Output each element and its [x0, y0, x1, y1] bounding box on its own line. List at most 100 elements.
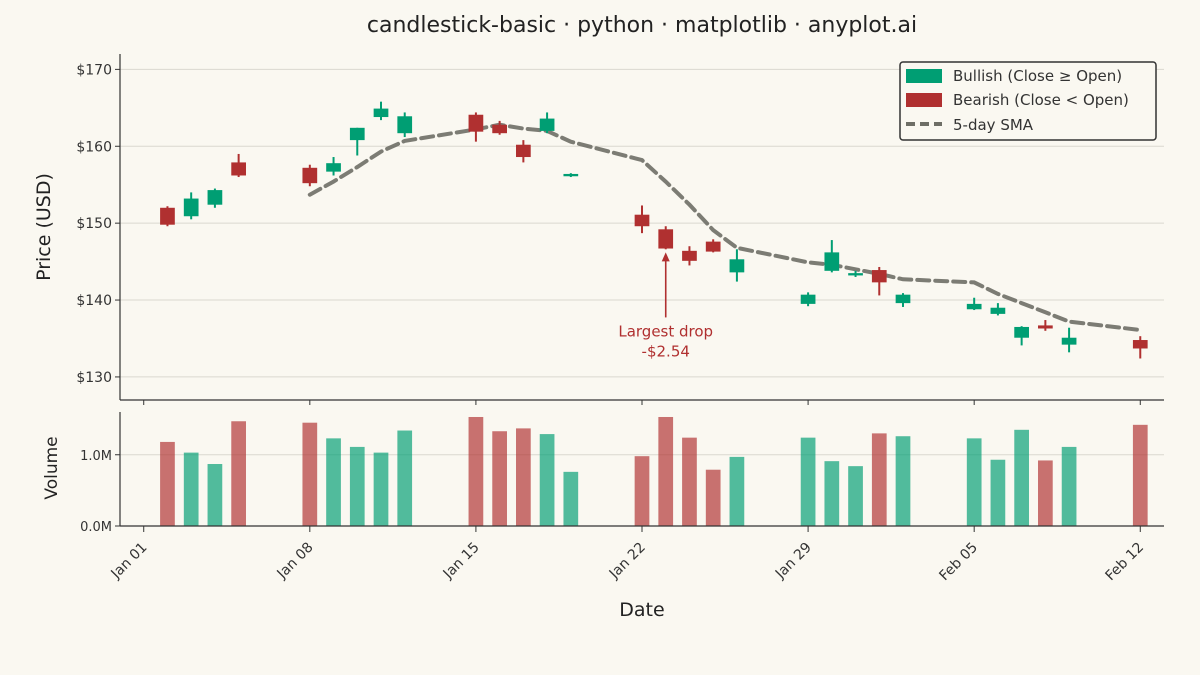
candle-bullish: [1014, 326, 1029, 346]
x-tick-label: Jan 15: [440, 540, 483, 583]
volume-panel: 0.0M 1.0M Volume: [42, 412, 1164, 535]
candle-body: [326, 163, 341, 172]
volume-bar: [990, 459, 1006, 526]
volume-axis-label: Volume: [42, 436, 62, 499]
price-tick-label: $170: [76, 62, 112, 78]
candle-body: [302, 167, 318, 184]
legend: Bullish (Close ≥ Open) Bearish (Close < …: [899, 61, 1157, 141]
x-axis: Jan 01 Jan 08 Jan 15 Jan 22 Jan 29 Feb 05 Feb …: [108, 526, 1148, 585]
candle-body: [634, 214, 650, 227]
volume-bar: [468, 416, 484, 526]
legend-label-bullish: Bullish (Close ≥ Open): [953, 67, 1122, 85]
candle-body: [729, 259, 745, 273]
candle-body: [563, 173, 579, 177]
candle-body: [990, 307, 1006, 314]
candle-body: [682, 250, 697, 261]
volume-bar: [1038, 460, 1053, 526]
candle-bullish: [373, 101, 389, 121]
volume-bar: [492, 431, 507, 526]
price-tick-label: $140: [76, 293, 112, 309]
volume-bar: [824, 461, 840, 526]
candle-bullish: [729, 249, 745, 282]
candle-bullish: [207, 188, 223, 208]
legend-swatch-bullish: [906, 69, 942, 83]
candle-body: [468, 114, 484, 132]
candle-body: [800, 294, 816, 304]
volume-bar: [207, 464, 223, 526]
largest-drop-annotation: Largest drop -$2.54: [618, 252, 713, 360]
candle-body: [1061, 337, 1077, 345]
candle-body: [397, 116, 413, 134]
candle-bearish: [658, 226, 674, 250]
price-tick-label: $150: [76, 216, 112, 232]
volume-bar: [729, 456, 745, 526]
x-tick-label: Jan 22: [606, 540, 649, 583]
candles: [160, 101, 1148, 359]
price-axes: $130 $140 $150 $160 $170: [76, 54, 1164, 405]
candle-bullish: [326, 157, 341, 176]
volume-tick-label: 1.0M: [80, 449, 112, 464]
candle-bearish: [516, 140, 531, 163]
candle-bullish: [539, 112, 555, 134]
volume-bar: [658, 416, 674, 526]
candle-bearish: [682, 246, 697, 266]
legend-label-sma: 5-day SMA: [953, 116, 1034, 134]
candle-bullish: [397, 112, 413, 138]
volume-bar: [563, 471, 579, 526]
volume-bar: [1061, 446, 1077, 526]
volume-bar: [397, 430, 413, 526]
candle-body: [349, 127, 365, 141]
price-tick-label: $160: [76, 139, 112, 155]
candle-body: [207, 190, 223, 205]
candle-bullish: [990, 303, 1006, 316]
volume-bar: [895, 436, 911, 526]
candle-body: [516, 144, 531, 158]
sma-layer: [307, 122, 1143, 332]
candle-body: [705, 241, 721, 252]
candle-body: [231, 162, 246, 176]
candle-body: [1014, 326, 1029, 338]
volume-bar: [160, 441, 175, 526]
volume-tick-label: 0.0M: [80, 520, 112, 535]
volume-bar: [871, 433, 887, 526]
volume-bar: [373, 452, 389, 526]
candle-bearish: [492, 120, 507, 135]
candle-body: [183, 198, 199, 217]
annotation-label: Largest drop: [618, 322, 713, 340]
volume-bar: [183, 452, 199, 526]
candle-bullish: [349, 127, 365, 156]
candle-bullish: [895, 293, 911, 307]
candle-bullish: [1061, 327, 1077, 353]
candle-body: [1132, 340, 1148, 349]
candle-body: [848, 273, 863, 276]
candle-bullish: [800, 292, 816, 307]
x-tick-label: Jan 01: [108, 540, 151, 583]
volume-bar: [800, 437, 816, 526]
volume-bar: [326, 438, 341, 526]
legend-label-bearish: Bearish (Close < Open): [953, 91, 1129, 109]
candle-bullish: [183, 192, 199, 220]
volume-bar: [1132, 424, 1148, 526]
volume-bar: [539, 434, 555, 526]
candle-body: [658, 229, 674, 249]
price-axis-label: Price (USD): [33, 173, 55, 281]
candle-body: [871, 270, 887, 283]
candle-bearish: [468, 112, 484, 142]
candle-body: [966, 303, 982, 310]
x-tick-label: Feb 05: [936, 540, 981, 585]
volume-bar: [634, 456, 650, 526]
candle-bearish: [634, 205, 650, 234]
candle-body: [492, 124, 507, 134]
volume-bar: [231, 421, 246, 526]
x-tick-label: Jan 29: [772, 540, 815, 583]
volume-bar: [705, 469, 721, 526]
price-panel: $130 $140 $150 $160 $170 Largest drop -$2.54…: [33, 54, 1164, 405]
volume-bar: [1014, 429, 1029, 526]
candle-body: [895, 294, 911, 304]
volume-bar: [349, 446, 365, 526]
candle-bearish: [871, 266, 887, 296]
volume-bar: [516, 428, 531, 526]
annotation-value: -$2.54: [642, 342, 690, 360]
candle-bearish: [302, 164, 318, 187]
x-tick-label: Feb 12: [1103, 540, 1148, 585]
